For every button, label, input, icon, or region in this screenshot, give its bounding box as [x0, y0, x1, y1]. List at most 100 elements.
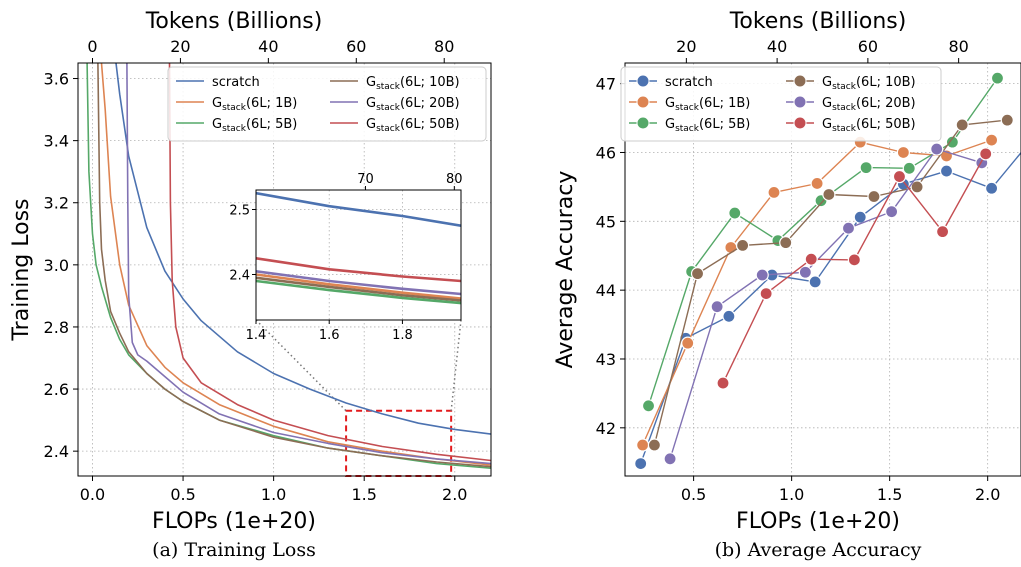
inset-xtick-label: 1.8: [392, 328, 413, 343]
loss-xtick-label: 2.0: [442, 485, 467, 504]
inset-xtick-label: 1.6: [319, 328, 340, 343]
inset-series-group: [256, 191, 461, 305]
loss-top-xtick-label: 80: [434, 37, 454, 56]
inset-connector-left: [255, 319, 347, 412]
loss-ytick-label: 2.8: [44, 318, 69, 337]
loss-ylabel: Training Loss: [9, 198, 34, 341]
accuracy-top-xtick-label: 20: [676, 37, 696, 56]
inset-frame: [255, 189, 462, 321]
loss-ytick-label: 3.0: [44, 256, 69, 275]
accuracy-xtick-label: 2.0: [975, 485, 1000, 504]
inset-series-g-stack-6l-20b: [256, 270, 461, 296]
accuracy-legend-marker-g10: [793, 74, 807, 88]
loss-ytick-label: 3.4: [44, 132, 69, 151]
accuracy-legend-marker-g20: [793, 95, 807, 109]
accuracy-series-scratch: [640, 151, 1021, 464]
loss-legend-label-scratch: scratch: [212, 75, 260, 90]
accuracy-point-g-stack-6l-10b: [690, 267, 705, 281]
accuracy-point-g-stack-6l-1b: [636, 438, 650, 452]
loss-legend-label-g20: Gstack(6L; 20B): [366, 96, 460, 113]
accuracy-point-g-stack-6l-10b: [647, 438, 662, 452]
accuracy-legend-label-g1: Gstack(6L; 1B): [665, 96, 750, 113]
accuracy-point-g-stack-6l-5b: [945, 135, 959, 149]
accuracy-point-g-stack-6l-20b: [798, 265, 812, 279]
accuracy-point-g-stack-6l-20b: [710, 300, 724, 314]
accuracy-ytick-label: 44: [596, 281, 616, 300]
accuracy-ytick-label: 45: [596, 212, 616, 231]
accuracy-xtick-label: 0.5: [681, 485, 706, 504]
accuracy-point-g-stack-6l-50b: [847, 253, 861, 267]
loss-xtick-label: 1.5: [351, 485, 376, 504]
accuracy-legend-marker-g50: [793, 116, 807, 130]
loss-legend-label-g50: Gstack(6L; 50B): [366, 117, 460, 134]
loss-top-xtick-label: 40: [258, 37, 278, 56]
accuracy-point-g-stack-6l-20b: [885, 205, 899, 219]
accuracy-point-g-stack-6l-5b: [990, 71, 1005, 85]
accuracy-legend-label-g5: Gstack(6L; 5B): [665, 117, 750, 134]
accuracy-point-scratch: [939, 164, 954, 178]
accuracy-point-g-stack-6l-50b: [804, 252, 818, 266]
accuracy-point-g-stack-6l-10b: [1000, 113, 1014, 127]
accuracy-point-g-stack-6l-1b: [767, 185, 781, 200]
accuracy-xlabel: FLOPs (1e+20): [736, 509, 900, 534]
accuracy-caption: (b) Average Accuracy: [715, 539, 922, 561]
accuracy-legend-label-g10: Gstack(6L; 10B): [822, 75, 916, 92]
loss-series-group: [86, 63, 491, 469]
loss-ytick-label: 2.4: [44, 442, 69, 461]
accuracy-point-g-stack-6l-1b: [984, 133, 999, 147]
inset-ytick-label: 2.4: [229, 269, 250, 284]
accuracy-ytick-label: 46: [596, 143, 616, 162]
loss-ytick-label: 2.6: [44, 380, 69, 399]
inset-ytick-label: 2.5: [229, 204, 250, 219]
accuracy-point-g-stack-6l-1b: [724, 240, 738, 255]
accuracy-series-group: [634, 71, 1021, 471]
accuracy-point-g-stack-6l-1b: [681, 336, 695, 350]
accuracy-series-g-stack-6l-20b: [669, 148, 983, 460]
loss-series-scratch: [115, 63, 491, 435]
loss-top-xtick-label: 0: [87, 37, 97, 56]
accuracy-legend-label-g50: Gstack(6L; 50B): [822, 117, 916, 134]
accuracy-legend-box: [620, 66, 942, 142]
accuracy-ylabel: Average Accuracy: [553, 171, 578, 369]
accuracy-point-g-stack-6l-20b: [663, 452, 677, 466]
accuracy-point-g-stack-6l-20b: [930, 142, 944, 156]
loss-top-xlabel: Tokens (Billions): [145, 9, 323, 34]
zoom-region-box: [345, 409, 453, 477]
loss-series-g-stack-6l-50b: [168, 63, 491, 462]
inset-connector-right: [450, 319, 462, 411]
accuracy-xtick-label: 1.0: [779, 485, 804, 504]
accuracy-point-g-stack-6l-10b: [955, 118, 969, 132]
loss-top-xtick-label: 20: [170, 37, 190, 56]
loss-xtick-label: 1.0: [261, 485, 286, 504]
accuracy-point-g-stack-6l-10b: [779, 236, 793, 250]
loss-xtick-label: 0.0: [80, 485, 105, 504]
accuracy-top-xtick-label: 40: [767, 37, 787, 56]
accuracy-point-g-stack-6l-5b: [728, 206, 742, 220]
accuracy-top-xtick-label: 60: [858, 37, 878, 56]
inset-series-g-stack-6l-1b: [256, 273, 461, 300]
accuracy-axes-frame: [624, 62, 1021, 477]
accuracy-top-xlabel: Tokens (Billions): [729, 9, 907, 34]
accuracy-point-g-stack-6l-50b: [979, 147, 993, 161]
accuracy-point-g-stack-6l-10b: [910, 180, 924, 194]
accuracy-series-g-stack-6l-10b: [653, 119, 1008, 446]
inset-top-xtick-label: 80: [446, 172, 463, 187]
accuracy-point-g-stack-6l-5b: [902, 161, 916, 175]
loss-legend-label-g1: Gstack(6L; 1B): [212, 96, 297, 113]
inset-series-g-stack-6l-10b: [256, 276, 461, 302]
accuracy-point-g-stack-6l-5b: [641, 399, 656, 413]
accuracy-point-g-stack-6l-50b: [759, 286, 773, 301]
accuracy-point-scratch: [984, 181, 999, 195]
inset-series-g-stack-6l-50b: [256, 257, 461, 283]
loss-ytick-label: 3.6: [44, 70, 69, 89]
accuracy-ytick-label: 43: [596, 350, 616, 369]
accuracy-ytick-label: 42: [596, 419, 616, 438]
accuracy-legend-label-scratch: scratch: [665, 75, 713, 90]
accuracy-xtick-label: 1.5: [877, 485, 902, 504]
accuracy-point-scratch: [808, 275, 822, 289]
loss-xtick-label: 0.5: [170, 485, 195, 504]
accuracy-legend-marker-g1: [636, 95, 650, 109]
loss-xlabel: FLOPs (1e+20): [152, 509, 316, 534]
loss-series-g-stack-6l-10b: [97, 63, 491, 468]
